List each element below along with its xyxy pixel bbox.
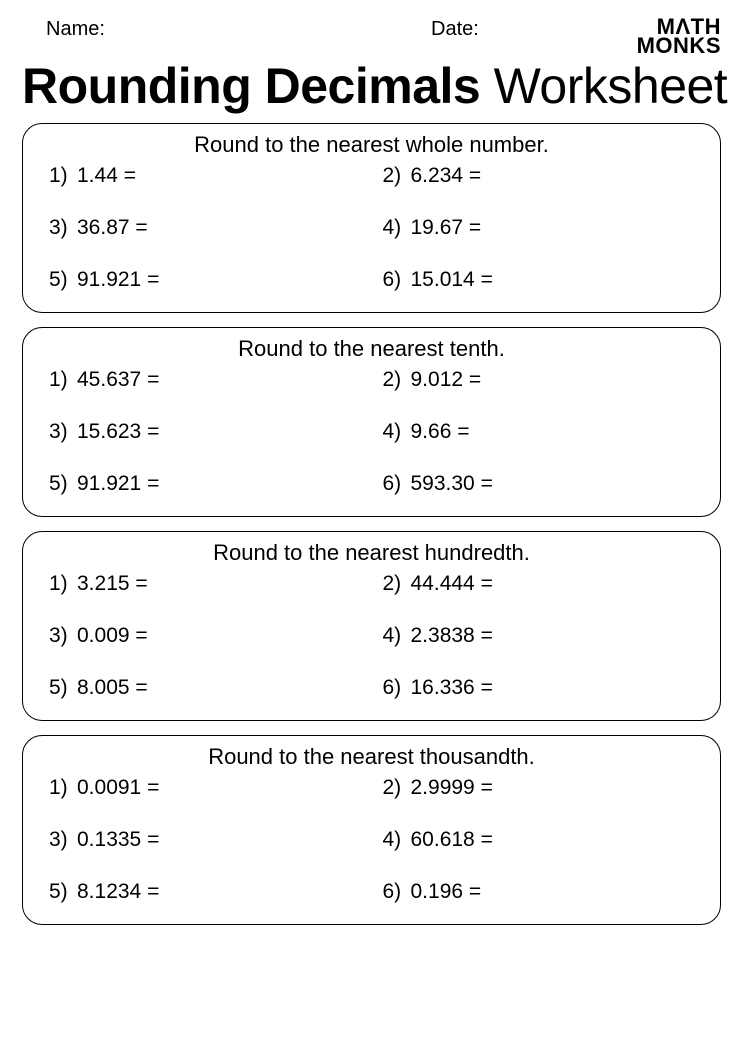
question-item: 2)2.9999 = xyxy=(377,776,701,800)
question-number: 5) xyxy=(49,676,77,700)
question-value: 19.67 = xyxy=(411,216,482,239)
question-item: 2)6.234 = xyxy=(377,164,701,188)
title-light: Worksheet xyxy=(494,58,728,114)
question-item: 3)0.1335 = xyxy=(43,828,367,852)
question-number: 1) xyxy=(49,572,77,596)
question-number: 2) xyxy=(383,368,411,392)
question-value: 3.215 = xyxy=(77,572,148,595)
question-number: 4) xyxy=(383,420,411,444)
question-number: 3) xyxy=(49,828,77,852)
question-number: 6) xyxy=(383,676,411,700)
name-label: Name: xyxy=(22,18,431,41)
question-value: 16.336 = xyxy=(411,676,493,699)
question-value: 2.9999 = xyxy=(411,776,493,799)
question-value: 1.44 = xyxy=(77,164,136,187)
question-number: 5) xyxy=(49,472,77,496)
question-value: 15.623 = xyxy=(77,420,159,443)
question-item: 3)15.623 = xyxy=(43,420,367,444)
section-panel: Round to the nearest whole number. 1)1.44… xyxy=(22,123,721,313)
question-value: 0.1335 = xyxy=(77,828,159,851)
question-value: 91.921 = xyxy=(77,268,159,291)
question-value: 593.30 = xyxy=(411,472,493,495)
question-number: 4) xyxy=(383,828,411,852)
section-panel: Round to the nearest hundredth. 1)3.215 =… xyxy=(22,531,721,721)
question-grid: 1)3.215 = 2)44.444 = 3)0.009 = 4)2.3838 = 5)… xyxy=(43,572,700,714)
question-number: 1) xyxy=(49,164,77,188)
question-value: 2.3838 = xyxy=(411,624,493,647)
question-value: 8.1234 = xyxy=(77,880,159,903)
question-number: 1) xyxy=(49,776,77,800)
question-item: 2)9.012 = xyxy=(377,368,701,392)
section-panel: Round to the nearest thousandth. 1)0.0091… xyxy=(22,735,721,925)
question-item: 1)3.215 = xyxy=(43,572,367,596)
question-item: 6)15.014 = xyxy=(377,268,701,292)
question-item: 6)593.30 = xyxy=(377,472,701,496)
question-number: 1) xyxy=(49,368,77,392)
date-label: Date: xyxy=(431,18,631,41)
question-value: 0.009 = xyxy=(77,624,148,647)
question-item: 4)2.3838 = xyxy=(377,624,701,648)
question-value: 15.014 = xyxy=(411,268,493,291)
question-item: 1)1.44 = xyxy=(43,164,367,188)
logo: MΛTH MONKS xyxy=(631,18,721,55)
question-item: 2)44.444 = xyxy=(377,572,701,596)
question-number: 4) xyxy=(383,216,411,240)
question-value: 9.012 = xyxy=(411,368,482,391)
question-number: 2) xyxy=(383,164,411,188)
question-item: 5)8.1234 = xyxy=(43,880,367,904)
question-number: 6) xyxy=(383,268,411,292)
question-grid: 1)1.44 = 2)6.234 = 3)36.87 = 4)19.67 = 5)91.… xyxy=(43,164,700,306)
question-item: 4)9.66 = xyxy=(377,420,701,444)
question-item: 3)36.87 = xyxy=(43,216,367,240)
question-number: 6) xyxy=(383,472,411,496)
question-grid: 1)0.0091 = 2)2.9999 = 3)0.1335 = 4)60.618 =… xyxy=(43,776,700,918)
question-item: 1)45.637 = xyxy=(43,368,367,392)
title-bold: Rounding Decimals xyxy=(22,58,480,114)
question-item: 3)0.009 = xyxy=(43,624,367,648)
section-heading: Round to the nearest tenth. xyxy=(43,336,700,362)
section-heading: Round to the nearest whole number. xyxy=(43,132,700,158)
question-value: 0.196 = xyxy=(411,880,482,903)
question-value: 8.005 = xyxy=(77,676,148,699)
question-item: 6)0.196 = xyxy=(377,880,701,904)
question-number: 5) xyxy=(49,880,77,904)
question-value: 60.618 = xyxy=(411,828,493,851)
question-number: 4) xyxy=(383,624,411,648)
question-number: 3) xyxy=(49,216,77,240)
question-item: 5)8.005 = xyxy=(43,676,367,700)
question-item: 6)16.336 = xyxy=(377,676,701,700)
question-number: 6) xyxy=(383,880,411,904)
logo-line2: MONKS xyxy=(631,37,721,56)
question-number: 5) xyxy=(49,268,77,292)
question-item: 4)60.618 = xyxy=(377,828,701,852)
question-grid: 1)45.637 =2)9.012 =3)15.623 =4)9.66 =5)9… xyxy=(43,368,700,510)
question-item: 1)0.0091 = xyxy=(43,776,367,800)
question-number: 2) xyxy=(383,572,411,596)
question-value: 45.637 = xyxy=(77,368,159,391)
question-value: 36.87 = xyxy=(77,216,148,239)
question-value: 0.0091 = xyxy=(77,776,159,799)
question-item: 5)91.921 = xyxy=(43,268,367,292)
question-item: 4)19.67 = xyxy=(377,216,701,240)
section-heading: Round to the nearest hundredth. xyxy=(43,540,700,566)
section-panel: Round to the nearest tenth.1)45.637 =2)9… xyxy=(22,327,721,517)
question-value: 6.234 = xyxy=(411,164,482,187)
question-number: 3) xyxy=(49,624,77,648)
question-number: 3) xyxy=(49,420,77,444)
header-row: Name: Date: MΛTH MONKS xyxy=(22,18,721,55)
section-heading: Round to the nearest thousandth. xyxy=(43,744,700,770)
question-value: 9.66 = xyxy=(411,420,470,443)
question-value: 44.444 = xyxy=(411,572,493,595)
page-title: Rounding Decimals Worksheet xyxy=(22,57,721,115)
question-value: 91.921 = xyxy=(77,472,159,495)
question-number: 2) xyxy=(383,776,411,800)
question-item: 5)91.921 = xyxy=(43,472,367,496)
